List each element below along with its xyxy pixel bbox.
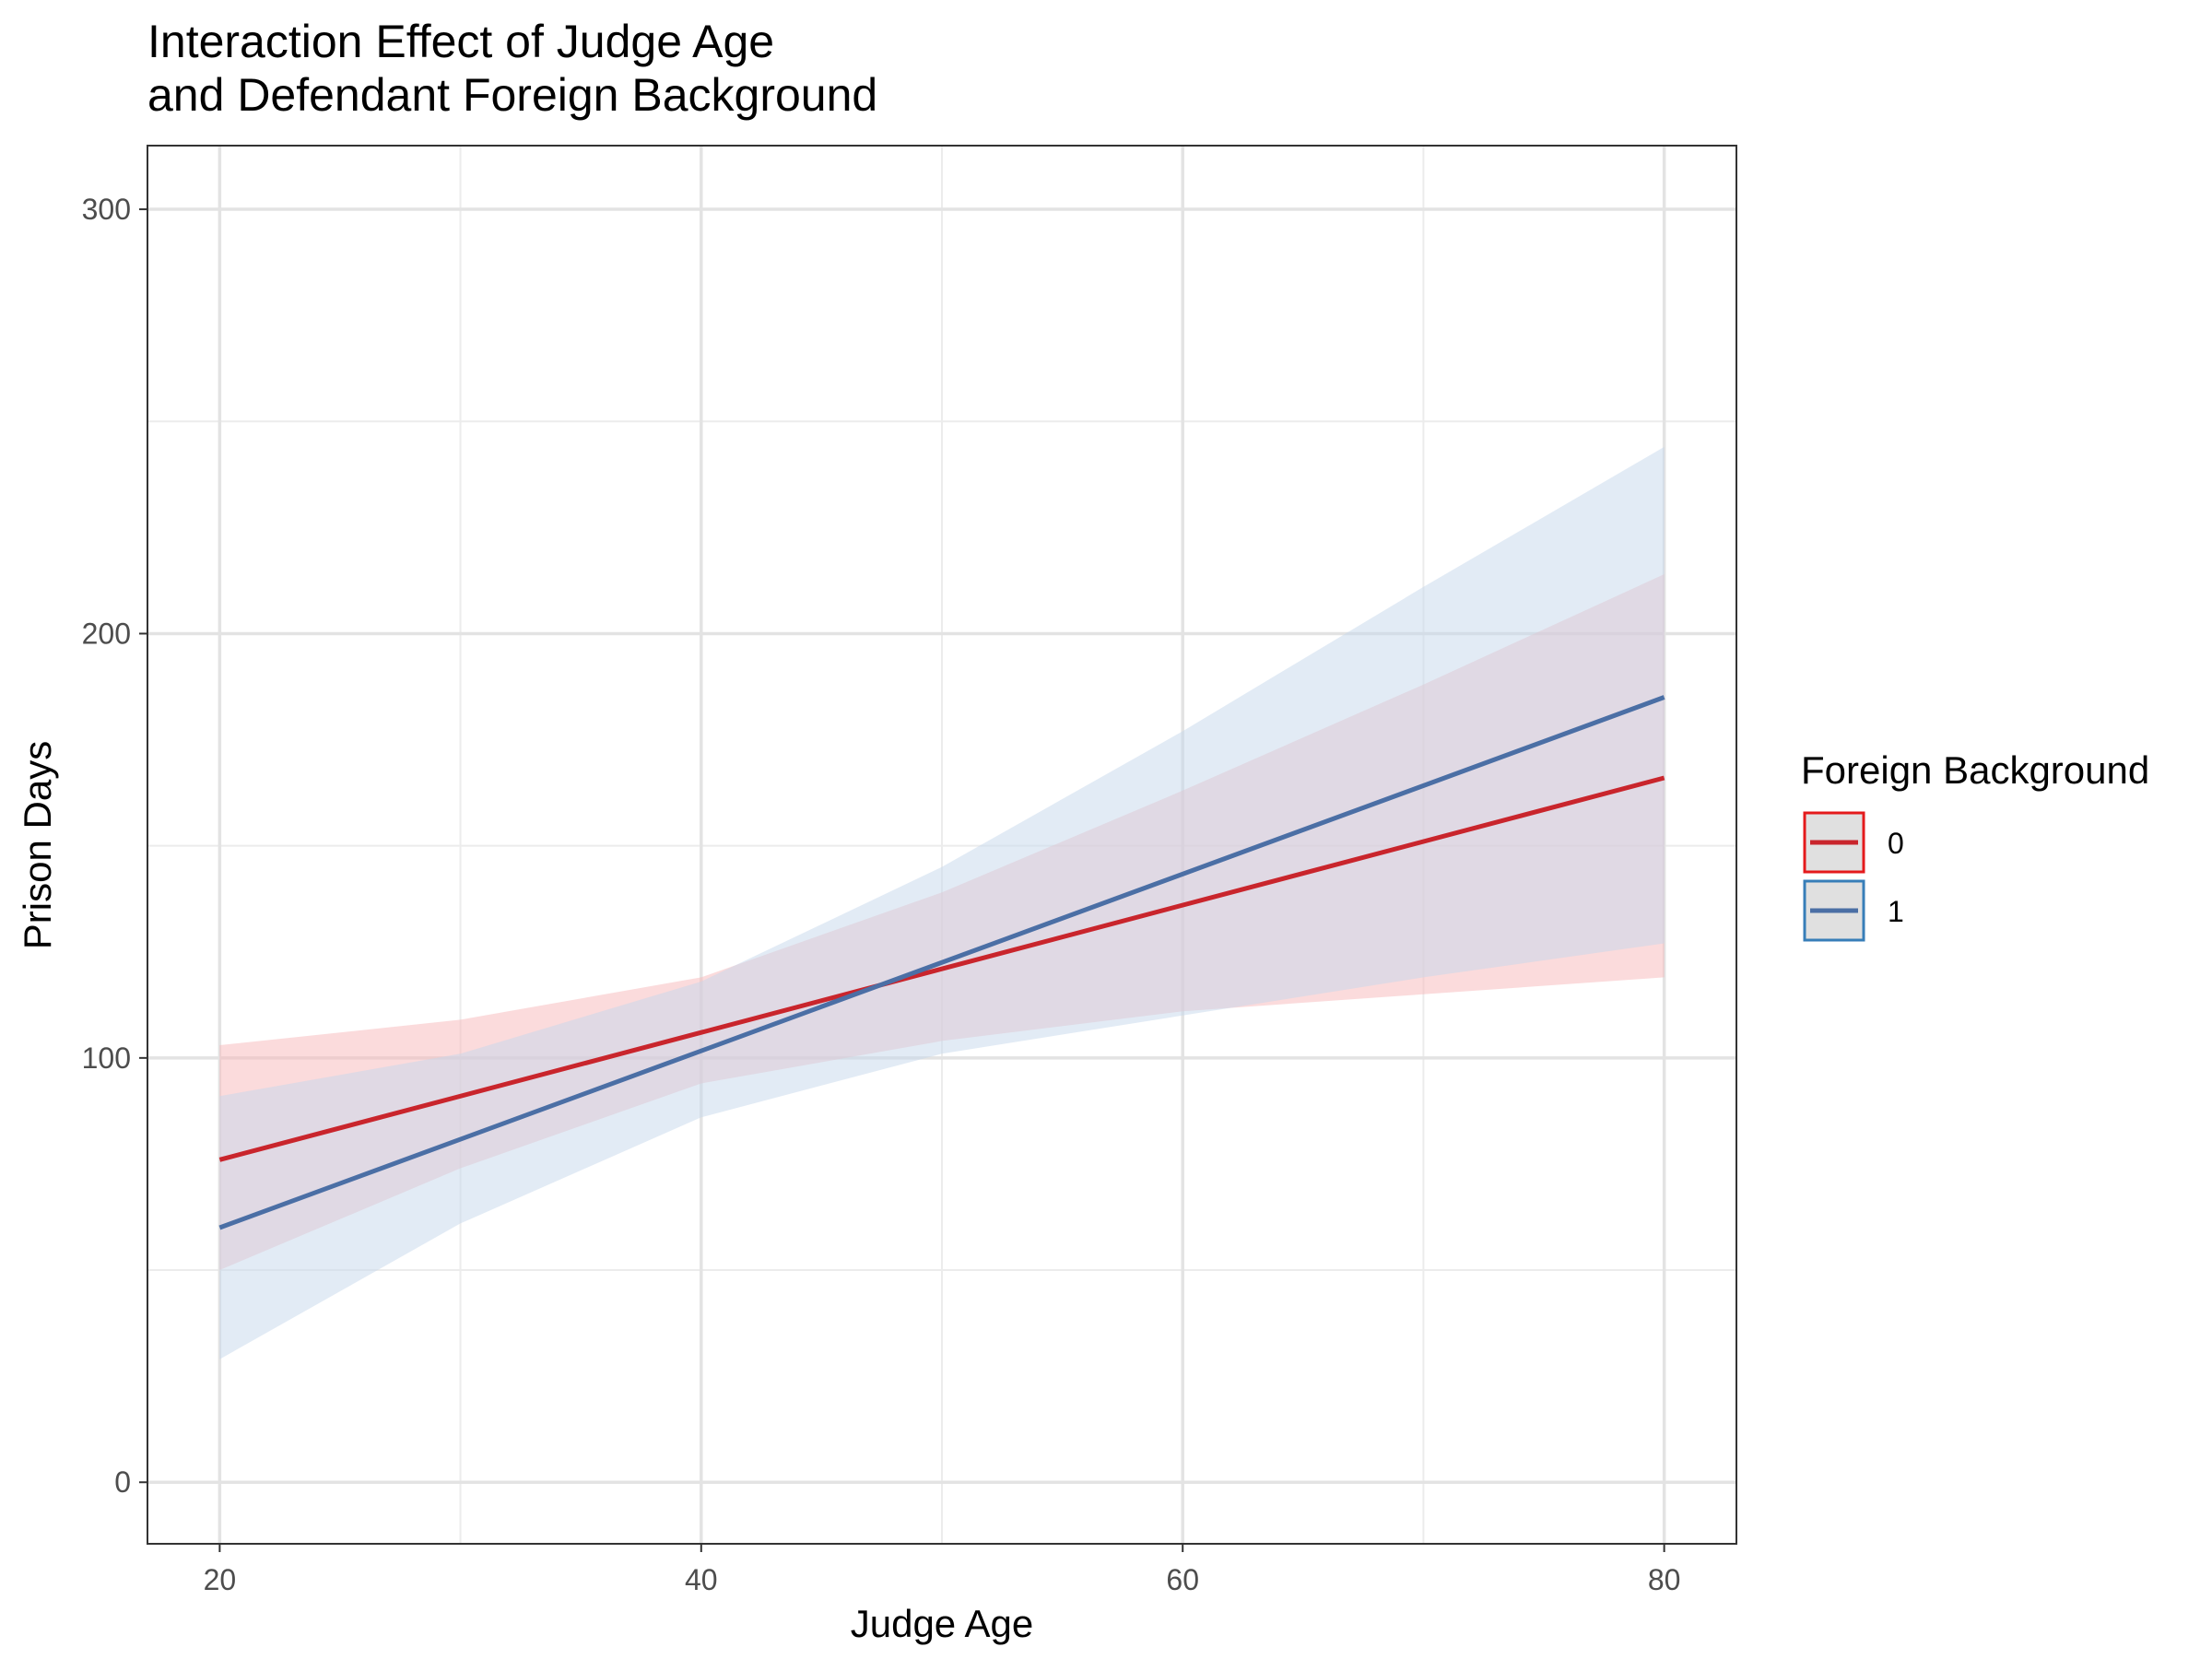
legend-label-1: 1	[1888, 895, 1904, 928]
y-tick-label: 0	[114, 1465, 131, 1499]
chart-title-line-1: Interaction Effect of Judge Age	[147, 16, 774, 67]
y-tick-label: 100	[82, 1041, 131, 1075]
y-axis-title: Prison Days	[16, 741, 59, 949]
y-axis: 0 100 200 300	[82, 193, 147, 1499]
legend: Foreign Background 0 1	[1801, 748, 2149, 942]
confidence-ribbon-series-1	[219, 446, 1665, 1359]
y-tick-label: 300	[82, 193, 131, 226]
series-line-1	[218, 695, 1665, 1230]
x-tick-label: 20	[204, 1563, 237, 1596]
legend-entry-0[interactable]: 0	[1803, 811, 1904, 874]
x-tick-label: 80	[1648, 1563, 1681, 1596]
series-lines	[218, 695, 1665, 1230]
legend-title: Foreign Background	[1801, 748, 2149, 792]
x-tick-label: 40	[685, 1563, 718, 1596]
chart-title-line-2: and Defendant Foreign Background	[147, 69, 877, 121]
x-axis-title: Judge Age	[851, 1602, 1034, 1645]
y-tick-label: 200	[82, 617, 131, 650]
legend-label-0: 0	[1888, 827, 1904, 860]
x-tick-label: 60	[1166, 1563, 1199, 1596]
x-axis: 20 40 60 80	[204, 1544, 1681, 1596]
legend-entry-1[interactable]: 1	[1803, 879, 1904, 942]
plot-border	[147, 145, 1737, 1545]
series-line-0	[218, 775, 1665, 1162]
